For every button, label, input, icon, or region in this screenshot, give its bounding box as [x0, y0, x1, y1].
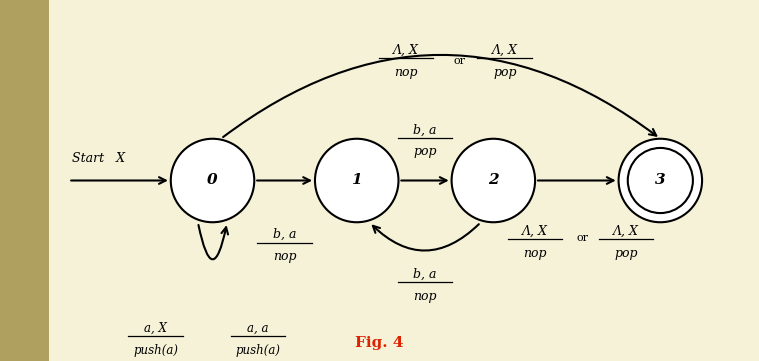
Text: 2: 2: [488, 174, 499, 187]
Text: nop: nop: [414, 290, 436, 303]
Text: Λ, X: Λ, X: [393, 44, 419, 57]
Text: Fig. 4: Fig. 4: [355, 336, 404, 350]
Text: 1: 1: [351, 174, 362, 187]
Text: pop: pop: [493, 66, 516, 79]
Text: Λ, X: Λ, X: [492, 44, 518, 57]
Text: b, a: b, a: [414, 123, 436, 136]
Text: 3: 3: [655, 174, 666, 187]
Text: a, a: a, a: [247, 322, 269, 335]
Text: Start   X: Start X: [72, 152, 125, 165]
Text: b, a: b, a: [273, 228, 296, 241]
Text: push(a): push(a): [235, 344, 281, 357]
Text: push(a): push(a): [133, 344, 178, 357]
Text: nop: nop: [273, 250, 296, 263]
Text: Λ, X: Λ, X: [613, 225, 639, 238]
Ellipse shape: [619, 139, 702, 222]
FancyBboxPatch shape: [0, 0, 49, 361]
Text: or: or: [576, 233, 588, 243]
Ellipse shape: [171, 139, 254, 222]
Text: Λ, X: Λ, X: [522, 225, 548, 238]
Text: 0: 0: [207, 174, 218, 187]
FancyArrowPatch shape: [223, 55, 657, 137]
Text: nop: nop: [395, 66, 417, 79]
Ellipse shape: [452, 139, 535, 222]
Text: or: or: [453, 56, 465, 66]
Text: pop: pop: [615, 247, 638, 260]
Ellipse shape: [315, 139, 398, 222]
FancyArrowPatch shape: [373, 224, 479, 251]
Text: b, a: b, a: [414, 268, 436, 281]
Text: a, X: a, X: [144, 322, 167, 335]
Text: pop: pop: [414, 145, 436, 158]
FancyArrowPatch shape: [198, 225, 228, 259]
Text: nop: nop: [524, 247, 546, 260]
